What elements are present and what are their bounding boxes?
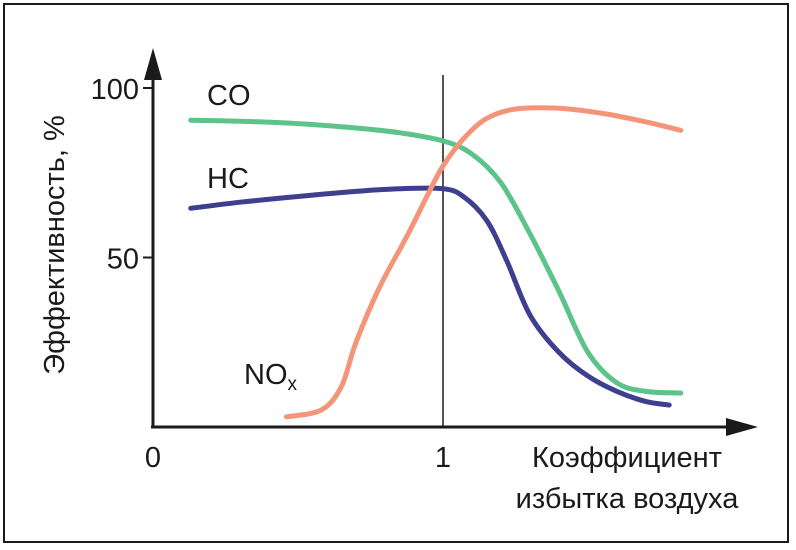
series-nox-label-subscript: x bbox=[288, 374, 298, 395]
series-co-label: CO bbox=[207, 80, 251, 112]
series-co-line bbox=[188, 117, 684, 396]
x-tick-label-0: 0 bbox=[145, 442, 161, 474]
chart-frame bbox=[3, 3, 789, 543]
y-tick-label-50: 50 bbox=[107, 244, 139, 276]
x-axis-title-line1: Коэффициент bbox=[532, 442, 722, 474]
x-axis-arrow bbox=[726, 418, 758, 436]
series-hc-line bbox=[188, 185, 672, 408]
y-tick-label-100: 100 bbox=[91, 74, 139, 106]
series-hc-label: HC bbox=[207, 163, 249, 195]
y-axis-title: Эффективность, % bbox=[39, 115, 71, 375]
x-axis-title-line2: избытка воздуха bbox=[516, 483, 740, 515]
series-nox-label-main: NO bbox=[244, 359, 288, 391]
x-tick-label-1: 1 bbox=[435, 442, 451, 474]
series-nox-label: NOx bbox=[244, 359, 298, 395]
y-axis-arrow bbox=[144, 48, 162, 80]
series-nox-line bbox=[283, 105, 684, 420]
